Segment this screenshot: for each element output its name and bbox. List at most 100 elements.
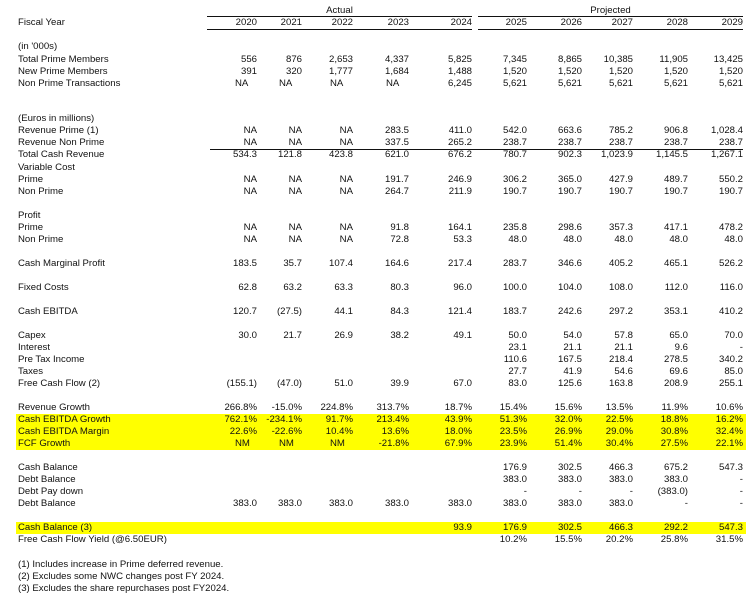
- table-cell: 63.3: [334, 282, 353, 293]
- table-cell: [252, 522, 302, 534]
- table-cell: 116.0: [719, 282, 743, 293]
- row-label: Cash Balance: [18, 462, 78, 473]
- row-label: Cash Balance (3): [18, 522, 93, 533]
- table-cell: 22.6%: [229, 426, 257, 437]
- table-cell: [303, 486, 353, 498]
- table-cell: 9.6: [674, 342, 688, 353]
- table-cell: NA: [288, 137, 302, 148]
- table-cell: [422, 486, 472, 498]
- table-cell: NA: [288, 174, 302, 185]
- table-cell: 51.4%: [554, 438, 582, 449]
- table-cell: [359, 474, 409, 486]
- table-cell: 621.0: [384, 149, 409, 160]
- table-cell: -: [629, 486, 633, 497]
- table-cell: 246.9: [447, 174, 472, 185]
- table-cell: 18.8%: [660, 414, 688, 425]
- table-cell: 1,023.9: [600, 149, 633, 160]
- table-cell: 383.0: [502, 498, 527, 509]
- table-cell: 183.7: [502, 306, 527, 317]
- table-cell: 391: [240, 66, 257, 77]
- table-cell: 183.5: [232, 258, 257, 269]
- table-cell: 762.1%: [224, 414, 257, 425]
- table-cell: NA: [288, 125, 302, 136]
- table-cell: 302.5: [557, 462, 582, 473]
- year-header: 2026: [560, 17, 582, 28]
- table-cell: 190.7: [502, 186, 527, 197]
- table-cell: [303, 522, 353, 534]
- table-cell: 876: [285, 54, 302, 65]
- table-cell: 38.2: [390, 330, 409, 341]
- table-cell: 91.8: [390, 222, 409, 233]
- table-cell: [252, 342, 302, 354]
- row-label: Variable Cost: [18, 162, 75, 173]
- table-cell: 4,337: [384, 54, 409, 65]
- table-cell: 675.2: [663, 462, 688, 473]
- table-cell: 18.7%: [444, 402, 472, 413]
- table-cell: [359, 522, 409, 534]
- table-cell: 283.7: [502, 258, 527, 269]
- table-cell: [252, 486, 302, 498]
- table-cell: 780.7: [502, 149, 527, 160]
- table-cell: 478.2: [718, 222, 743, 233]
- table-cell: NM: [279, 438, 294, 449]
- table-cell: 48.0: [669, 234, 688, 245]
- table-cell: 1,145.5: [655, 149, 688, 160]
- table-cell: 5,621: [663, 78, 688, 89]
- table-cell: 292.2: [663, 522, 688, 533]
- table-cell: NA: [243, 125, 257, 136]
- table-cell: 5,621: [557, 78, 582, 89]
- table-cell: NA: [243, 222, 257, 233]
- table-cell: (155.1): [226, 378, 257, 389]
- table-cell: 238.7: [502, 137, 527, 148]
- table-cell: 383.0: [384, 498, 409, 509]
- table-cell: 238.7: [608, 137, 633, 148]
- table-cell: 663.6: [557, 125, 582, 136]
- table-cell: NA: [243, 186, 257, 197]
- highlight-band: [16, 522, 746, 534]
- table-cell: 31.5%: [715, 534, 743, 545]
- table-cell: 121.4: [447, 306, 472, 317]
- table-cell: 190.7: [663, 186, 688, 197]
- table-cell: [303, 342, 353, 354]
- table-cell: 67.9%: [444, 438, 472, 449]
- table-cell: 238.7: [557, 137, 582, 148]
- table-cell: 1,520: [718, 66, 743, 77]
- table-cell: 29.0%: [605, 426, 633, 437]
- table-cell: 340.2: [718, 354, 743, 365]
- table-cell: 190.7: [608, 186, 633, 197]
- table-cell: 84.3: [390, 306, 409, 317]
- table-cell: 238.7: [663, 137, 688, 148]
- table-cell: 91.7%: [325, 414, 353, 425]
- table-cell: 383.0: [608, 474, 633, 485]
- year-header: 2024: [450, 17, 472, 28]
- table-cell: 54.0: [563, 330, 582, 341]
- table-cell: 32.4%: [715, 426, 743, 437]
- table-cell: 547.3: [718, 522, 743, 533]
- table-cell: 365.0: [557, 174, 582, 185]
- table-cell: 112.0: [664, 282, 688, 293]
- table-cell: -: [739, 498, 743, 509]
- table-cell: 383.0: [557, 498, 582, 509]
- table-cell: -21.8%: [378, 438, 409, 449]
- table-cell: [252, 354, 302, 366]
- table-cell: 13.6%: [381, 426, 409, 437]
- table-cell: 63.2: [283, 282, 302, 293]
- table-cell: (27.5): [276, 306, 302, 317]
- group-actual-line: [207, 16, 472, 17]
- row-label: Non Prime: [18, 234, 64, 245]
- table-cell: [359, 486, 409, 498]
- table-cell: -15.0%: [271, 402, 302, 413]
- table-cell: 383.0: [447, 498, 472, 509]
- row-label: Total Cash Revenue: [18, 149, 105, 160]
- row-label: Debt Pay down: [18, 486, 84, 497]
- highlight-band: [16, 414, 746, 426]
- table-cell: 1,520: [557, 66, 582, 77]
- row-label: Revenue Non Prime: [18, 137, 105, 148]
- year-header: 2022: [331, 17, 353, 28]
- table-cell: 15.5%: [554, 534, 582, 545]
- table-cell: 235.8: [502, 222, 527, 233]
- table-cell: [359, 366, 409, 378]
- table-cell: 191.7: [384, 174, 409, 185]
- table-cell: 26.9%: [554, 426, 582, 437]
- table-cell: 337.5: [384, 137, 409, 148]
